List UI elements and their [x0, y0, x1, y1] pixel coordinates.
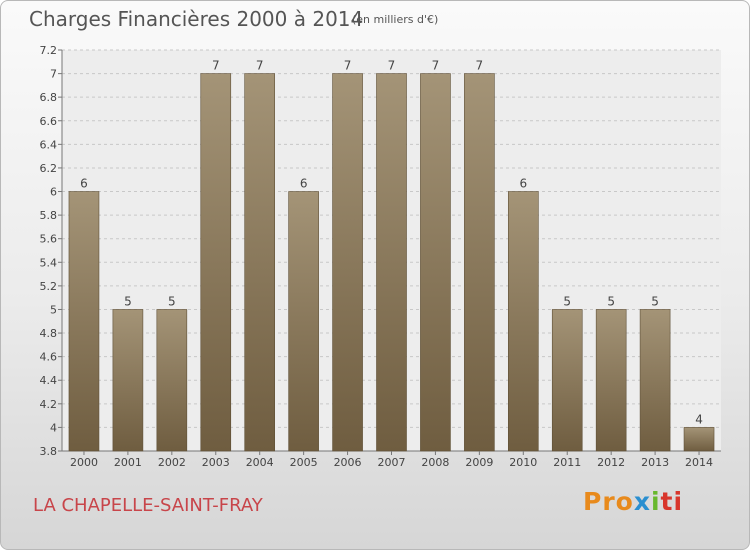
chart-subtitle: (en milliers d'€)	[352, 13, 439, 26]
y-tick-label: 5.8	[40, 209, 58, 222]
y-tick-label: 3.8	[40, 445, 58, 458]
bar	[683, 427, 715, 452]
data-label: 7	[388, 59, 396, 73]
y-tick-label: 4.2	[40, 398, 58, 411]
y-tick-label: 6.2	[40, 162, 58, 175]
data-label: 6	[300, 177, 308, 191]
bar	[112, 309, 144, 452]
proxiti-logo[interactable]: Proxiti	[583, 487, 684, 516]
y-tick-label: 6.6	[40, 115, 58, 128]
x-tick-label: 2002	[158, 456, 186, 469]
y-tick-label: 4.8	[40, 327, 58, 340]
data-label: 4	[695, 412, 703, 426]
x-tick-label: 2000	[70, 456, 98, 469]
x-tick-label: 2005	[290, 456, 318, 469]
y-tick-label: 6	[50, 186, 57, 199]
x-tick-label: 2006	[334, 456, 362, 469]
bar	[288, 191, 319, 452]
y-tick-label: 4.6	[40, 351, 58, 364]
y-tick-label: 5.6	[40, 233, 58, 246]
data-label: 5	[607, 294, 615, 308]
x-tick-label: 2014	[685, 456, 713, 469]
bar	[156, 309, 188, 452]
y-tick-label: 5.2	[40, 280, 58, 293]
chart-title: Charges Financières 2000 à 2014	[29, 7, 364, 31]
bar	[332, 73, 363, 452]
y-tick-label: 4.4	[40, 374, 58, 387]
x-tick-label: 2013	[641, 456, 669, 469]
x-tick-label: 2003	[202, 456, 230, 469]
bar	[244, 73, 275, 452]
y-tick-label: 4	[50, 421, 57, 434]
data-label: 7	[344, 59, 352, 73]
data-label: 7	[212, 59, 220, 73]
x-tick-label: 2007	[378, 456, 406, 469]
data-label: 6	[80, 177, 88, 191]
y-tick-label: 6.8	[40, 91, 58, 104]
bar	[464, 73, 495, 452]
data-label: 5	[124, 294, 132, 308]
data-label: 5	[563, 294, 571, 308]
x-tick-label: 2004	[246, 456, 274, 469]
data-label: 7	[256, 59, 264, 73]
bar	[376, 73, 407, 452]
bar	[507, 191, 539, 452]
data-label: 7	[476, 59, 484, 73]
bar	[68, 191, 100, 452]
data-label: 5	[168, 294, 176, 308]
bar	[639, 309, 671, 452]
bar	[200, 73, 232, 452]
y-tick-label: 5	[50, 303, 57, 316]
x-tick-label: 2009	[465, 456, 493, 469]
data-label: 5	[651, 294, 659, 308]
bar	[595, 309, 627, 452]
y-tick-label: 7.2	[40, 44, 58, 57]
y-tick-label: 5.4	[40, 256, 58, 269]
bar	[551, 309, 583, 452]
x-tick-label: 2012	[597, 456, 625, 469]
x-tick-label: 2011	[553, 456, 581, 469]
x-tick-label: 2010	[509, 456, 537, 469]
commune-name: LA CHAPELLE-SAINT-FRAY	[33, 495, 263, 516]
data-label: 7	[432, 59, 440, 73]
y-tick-label: 7	[50, 68, 57, 81]
bar	[420, 73, 451, 452]
x-tick-label: 2001	[114, 456, 142, 469]
data-label: 6	[519, 177, 527, 191]
y-tick-label: 6.4	[40, 138, 58, 151]
x-tick-label: 2008	[421, 456, 449, 469]
